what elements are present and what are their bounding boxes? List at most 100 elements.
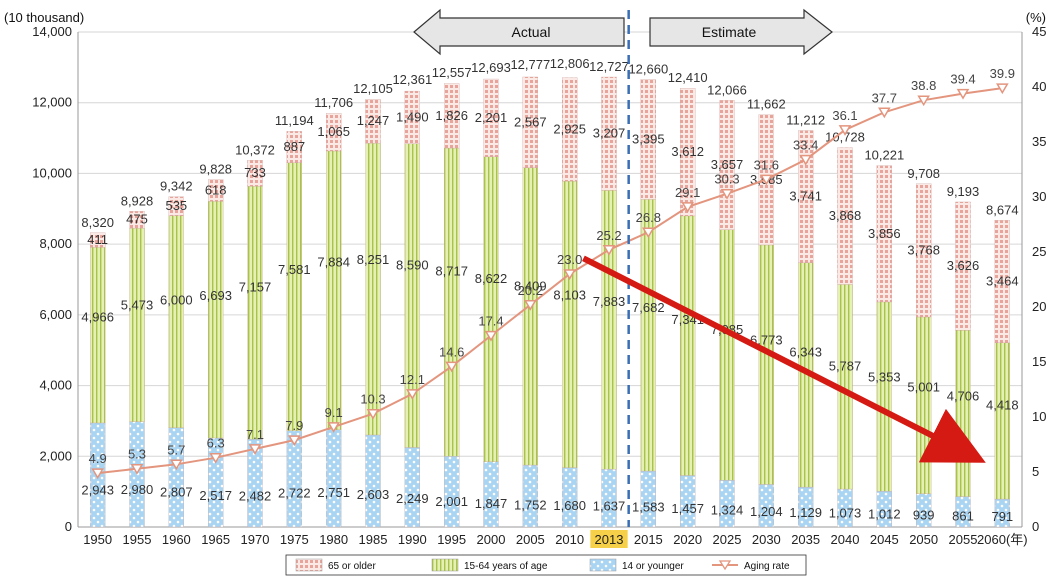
aging-rate-marker <box>327 422 340 433</box>
label-14-or-younger: 939 <box>913 507 935 522</box>
label-65-or-older: 2,925 <box>553 121 586 136</box>
x-tick-label: 2015 <box>634 532 663 547</box>
label-65-or-older: 1,247 <box>357 113 390 128</box>
label-14-or-younger: 1,752 <box>514 497 547 512</box>
label-65-or-older: 618 <box>205 182 227 197</box>
aging-rate-label: 30.3 <box>714 172 739 187</box>
aging-rate-label: 37.7 <box>872 90 897 105</box>
total-label: 9,342 <box>160 179 193 194</box>
x-tick-label: 2025 <box>713 532 742 547</box>
x-tick-label: 1990 <box>398 532 427 547</box>
x-tick-label: 1985 <box>359 532 388 547</box>
bar-15-64 <box>680 215 696 476</box>
label-65-or-older: 411 <box>87 232 108 247</box>
label-15-64: 7,883 <box>593 294 626 309</box>
decline-arrow <box>582 255 986 463</box>
label-14-or-younger: 1,129 <box>789 505 822 520</box>
aging-rate-marker <box>681 202 694 213</box>
bar-65-or-older <box>640 79 656 200</box>
label-65-or-older: 2,201 <box>475 110 508 125</box>
label-14-or-younger: 1,680 <box>553 498 586 513</box>
label-65-or-older: 3,395 <box>632 131 665 146</box>
legend-label: 15-64 years of age <box>464 561 548 572</box>
total-label: 11,706 <box>314 95 353 110</box>
label-15-64: 6,343 <box>789 345 822 360</box>
label-65-or-older: 3,657 <box>711 157 744 172</box>
total-label: 11,194 <box>275 113 314 128</box>
bar-65-or-older <box>719 100 735 230</box>
grid-lines <box>78 31 1022 528</box>
y2-tick-label: 20 <box>1032 299 1046 314</box>
highlight-year-box <box>590 530 628 548</box>
aging-rate-marker <box>917 95 930 107</box>
aging-rate-marker <box>563 269 576 280</box>
y-tick-label: 0 <box>65 519 72 534</box>
x-tick-label: 2035 <box>791 532 820 547</box>
aging-rate-marker <box>288 435 301 447</box>
bar-15-64 <box>286 162 302 431</box>
x-tick-label: 2000 <box>477 532 506 547</box>
bar-15-64 <box>876 301 892 492</box>
bar-65-or-older <box>562 77 578 182</box>
bar-65-or-older <box>326 113 342 152</box>
aging-rate-marker <box>406 389 419 400</box>
label-14-or-younger: 2,980 <box>121 482 154 497</box>
axes: 0 2,000 4,000 6,000 8,000 10,000 12,000 14,000 0… <box>32 24 1046 548</box>
x-tick-label: 2030 <box>752 532 781 547</box>
y2-tick-label: 10 <box>1032 409 1046 424</box>
label-15-64: 7,884 <box>317 254 350 269</box>
actual-banner-arrow <box>413 8 625 56</box>
total-label: 8,928 <box>121 193 154 208</box>
total-label: 9,708 <box>907 166 940 181</box>
aging-rate-label: 25.2 <box>596 228 621 243</box>
bar-15-64 <box>955 330 971 497</box>
x-tick-label: 2040 <box>831 532 860 547</box>
bar-65-or-older <box>286 131 302 163</box>
bar-65-or-older <box>876 165 892 303</box>
bar-65-or-older <box>404 90 420 144</box>
y2-tick-label: 25 <box>1032 244 1046 259</box>
x-tick-label: 1980 <box>319 532 348 547</box>
bar-15-64 <box>326 150 342 430</box>
total-label: 9,193 <box>947 184 980 199</box>
total-label: 9,828 <box>199 162 232 177</box>
y2-tick-label: 35 <box>1032 134 1046 149</box>
aging-rate-label: 10.3 <box>360 392 385 407</box>
bar-14-or-younger <box>483 461 499 528</box>
label-65-or-older: 475 <box>126 212 148 227</box>
label-14-or-younger: 2,001 <box>435 494 468 509</box>
aging-rate-label: 9.1 <box>325 405 343 420</box>
legend-box <box>285 554 807 576</box>
label-15-64: 4,706 <box>947 389 980 404</box>
bar-15-64 <box>562 180 578 468</box>
x-tick-label: 1960 <box>162 532 191 547</box>
aging-rate-marker <box>445 361 458 373</box>
bar-65-or-older <box>522 76 538 168</box>
x-tick-label: 1975 <box>280 532 309 547</box>
label-14-or-younger: 1,324 <box>711 503 744 518</box>
bar-65-or-older <box>916 183 932 318</box>
total-label: 12,693 <box>471 60 511 75</box>
actual-label: Actual <box>512 24 551 40</box>
label-14-or-younger: 2,482 <box>239 488 272 503</box>
label-65-or-older: 3,612 <box>671 144 704 159</box>
aging-rate-label: 20.2 <box>518 283 543 298</box>
bar-15-64 <box>90 247 106 424</box>
x-tick-label: 2060(年) <box>977 532 1028 547</box>
right-axis-unit: (%) <box>1026 10 1046 25</box>
aging-rate-label: 14.6 <box>439 344 464 359</box>
label-15-64: 8,590 <box>396 257 429 272</box>
x-tick-label: 1955 <box>123 532 152 547</box>
estimate-label: Estimate <box>702 24 757 40</box>
label-15-64: 7,581 <box>278 262 311 277</box>
aging-rate-label: 39.4 <box>950 72 975 87</box>
bar-65-or-older <box>168 196 184 216</box>
y2-tick-label: 30 <box>1032 189 1046 204</box>
bar-15-64 <box>758 244 774 485</box>
label-14-or-younger: 1,583 <box>632 499 665 514</box>
aging-rate-marker <box>642 227 655 239</box>
aging-rate-label: 12.1 <box>400 372 425 387</box>
label-14-or-younger: 2,603 <box>357 487 390 502</box>
bar-65-or-older <box>837 147 853 285</box>
label-15-64: 7,682 <box>632 300 665 315</box>
